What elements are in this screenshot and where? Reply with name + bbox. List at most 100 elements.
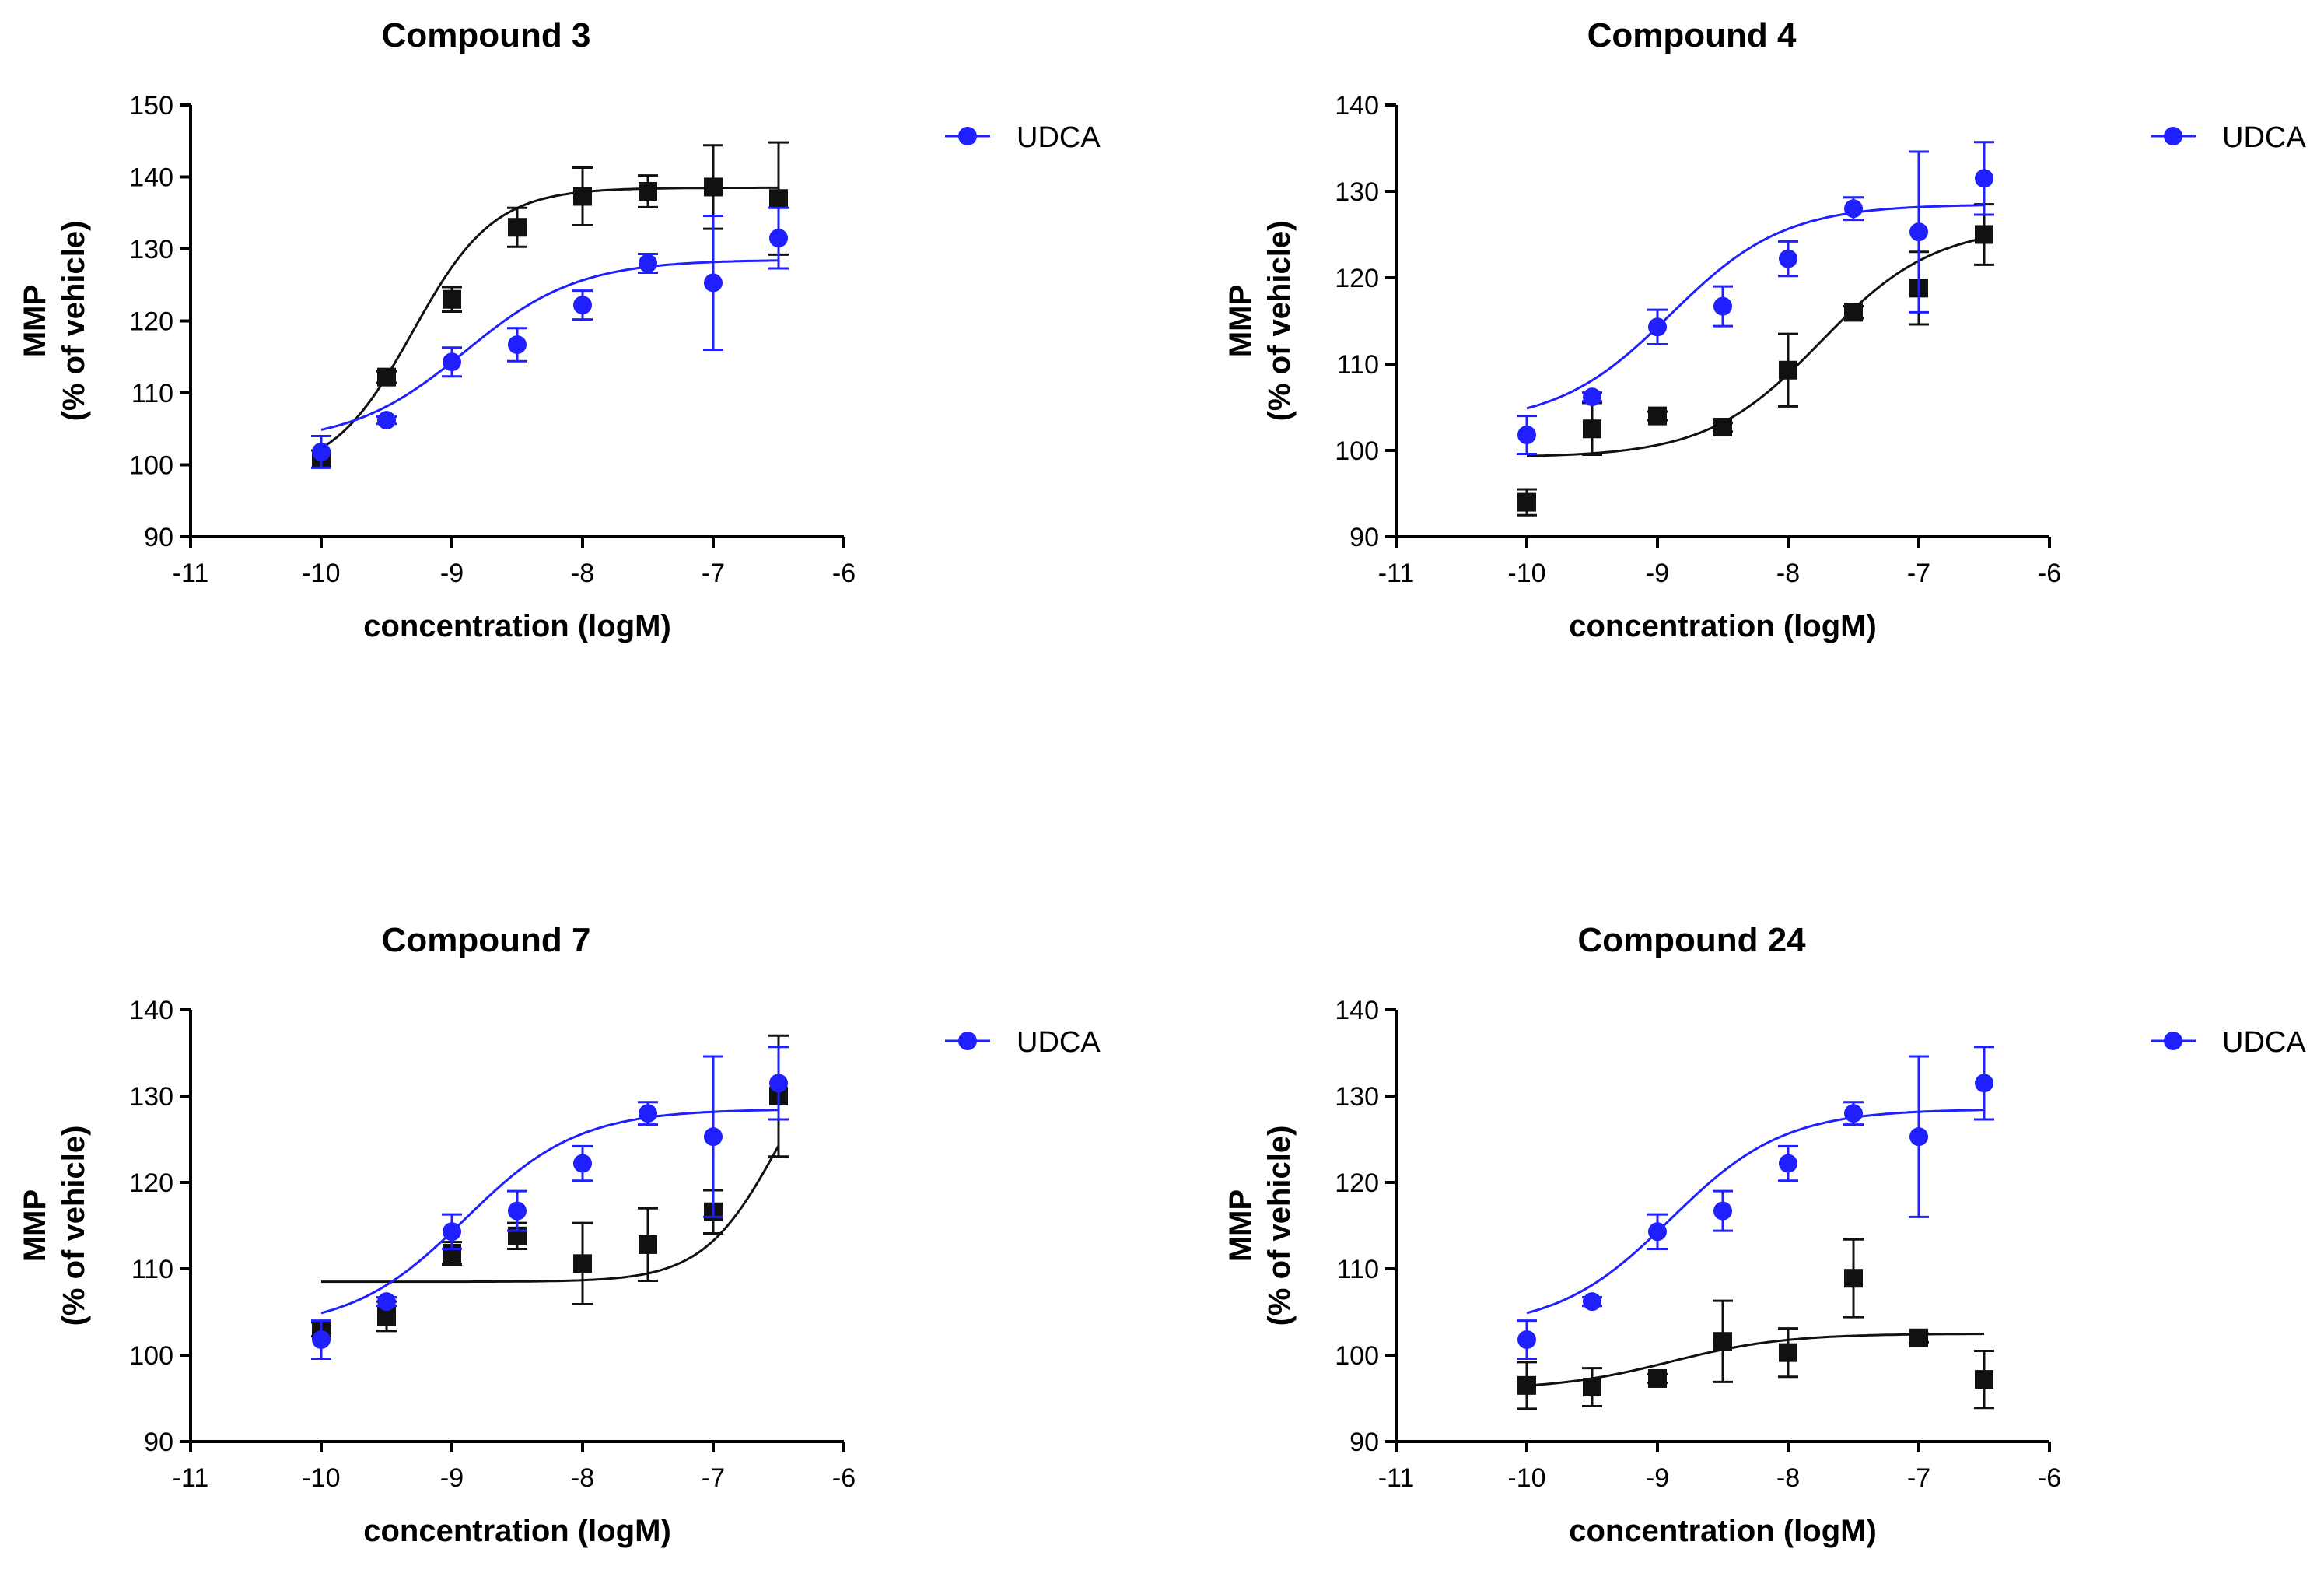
- x-tick-label: -8: [571, 1463, 594, 1493]
- fit-curve: [321, 1145, 780, 1284]
- y-tick-label: 130: [129, 1082, 173, 1112]
- y-axis-label-line-1: MMP: [1223, 1189, 1258, 1262]
- legend-label: UDCA: [1017, 1026, 1101, 1059]
- chart-panel-2: Compound 4 90 100 110 120 130 140 -11 -10 -9 -8 -7 -…: [1223, 16, 2306, 643]
- chart-title: Compound 4: [1587, 16, 1797, 54]
- x-tick-label: -8: [1776, 1463, 1800, 1493]
- fit-curve: [1526, 204, 1984, 410]
- chart-panel-3: Compound 7 90 100 110 120 130 140 -11 -10 -9 -8 -7 -…: [18, 921, 1101, 1548]
- data-point: [769, 1074, 788, 1093]
- data-point: [1909, 1328, 1928, 1347]
- x-tick-label: -8: [571, 559, 594, 588]
- fit-curve: [1526, 236, 1985, 457]
- chart-panel-4: Compound 24 90 100 110 120 130 140 -11 -10 -9 -8 -7…: [1223, 921, 2306, 1548]
- fit-curve: [1526, 1109, 1984, 1315]
- data-point: [1844, 1269, 1863, 1288]
- y-axis-label-line-2: (% of vehicle): [1262, 221, 1297, 422]
- x-tick-label: -9: [1646, 559, 1669, 588]
- x-tick-label: -10: [1507, 559, 1545, 588]
- data-point: [1713, 418, 1732, 437]
- series-compound-24: [1517, 1238, 1994, 1410]
- data-point: [1517, 492, 1536, 512]
- x-tick-label: -11: [173, 559, 209, 588]
- data-point: [1648, 317, 1667, 337]
- data-point: [1517, 426, 1536, 445]
- x-tick-label: -6: [2038, 559, 2061, 588]
- series-udca: [1517, 1046, 1994, 1360]
- series-udca: [311, 1046, 789, 1360]
- x-axis-label: concentration (logM): [1569, 609, 1877, 643]
- legend-label: UDCA: [2222, 1026, 2306, 1059]
- fit-curve: [320, 186, 779, 450]
- data-point: [377, 1292, 396, 1312]
- legend: UDCA: [2151, 121, 2306, 154]
- x-tick-label: -11: [173, 1463, 209, 1493]
- chart-title: Compound 24: [1577, 921, 1806, 959]
- data-point: [639, 182, 657, 201]
- data-point: [704, 1127, 723, 1147]
- y-tick-label: 130: [1335, 1082, 1379, 1112]
- legend-label: UDCA: [2222, 121, 2306, 154]
- fit-curve: [320, 259, 779, 431]
- data-point: [443, 352, 461, 372]
- data-point: [573, 187, 592, 206]
- data-point: [769, 189, 788, 208]
- legend-marker: [2164, 127, 2182, 145]
- data-point: [1648, 1368, 1667, 1388]
- y-tick-label: 130: [1335, 177, 1379, 207]
- data-point: [1583, 1378, 1601, 1397]
- y-tick-label: 120: [129, 307, 173, 337]
- data-point: [1975, 225, 1993, 244]
- data-point: [573, 1154, 592, 1173]
- data-point: [1909, 222, 1928, 242]
- legend-marker: [958, 127, 977, 145]
- x-tick-label: -10: [302, 559, 340, 588]
- data-point: [443, 289, 461, 309]
- data-point: [1779, 1343, 1797, 1362]
- data-point: [1909, 1127, 1928, 1147]
- y-tick-label: 140: [129, 163, 173, 193]
- x-tick-label: -9: [1646, 1463, 1669, 1493]
- x-axis-label: concentration (logM): [363, 1514, 671, 1548]
- data-point: [769, 229, 788, 248]
- data-point: [1583, 419, 1601, 439]
- chart-title: Compound 3: [382, 16, 591, 54]
- x-tick-label: -7: [1907, 559, 1930, 588]
- data-point: [508, 218, 527, 237]
- y-tick-label: 90: [144, 1428, 173, 1457]
- data-point: [1517, 1330, 1536, 1350]
- data-point: [1975, 1074, 1993, 1093]
- data-point: [443, 1222, 461, 1242]
- y-axis-label-line-1: MMP: [18, 1189, 52, 1262]
- data-point: [1583, 1292, 1601, 1312]
- x-tick-label: -7: [1907, 1463, 1930, 1493]
- x-tick-label: -10: [302, 1463, 340, 1493]
- x-tick-label: -8: [1776, 559, 1800, 588]
- data-point: [639, 254, 657, 273]
- y-tick-label: 150: [129, 91, 173, 121]
- data-point: [573, 1254, 592, 1273]
- data-point: [1713, 1201, 1732, 1221]
- data-point: [1844, 1104, 1863, 1123]
- y-tick-label: 110: [131, 379, 173, 408]
- legend-label: UDCA: [1017, 121, 1101, 154]
- data-point: [1779, 1154, 1797, 1173]
- x-tick-label: -9: [440, 1463, 464, 1493]
- y-tick-label: 130: [129, 235, 173, 265]
- data-point: [1844, 303, 1863, 322]
- y-axis-label-line-1: MMP: [18, 285, 52, 357]
- data-point: [1844, 199, 1863, 219]
- data-point: [1975, 1370, 1993, 1389]
- series-udca: [1517, 141, 1994, 455]
- data-point: [312, 442, 331, 461]
- y-tick-label: 140: [1335, 996, 1379, 1025]
- y-tick-label: 100: [1335, 436, 1379, 466]
- x-tick-label: -11: [1378, 559, 1415, 588]
- x-tick-label: -7: [702, 1463, 725, 1493]
- y-tick-label: 110: [131, 1255, 173, 1284]
- data-point: [377, 411, 396, 430]
- chart-title: Compound 7: [382, 921, 591, 959]
- y-tick-label: 100: [129, 1341, 173, 1371]
- data-point: [508, 1201, 527, 1221]
